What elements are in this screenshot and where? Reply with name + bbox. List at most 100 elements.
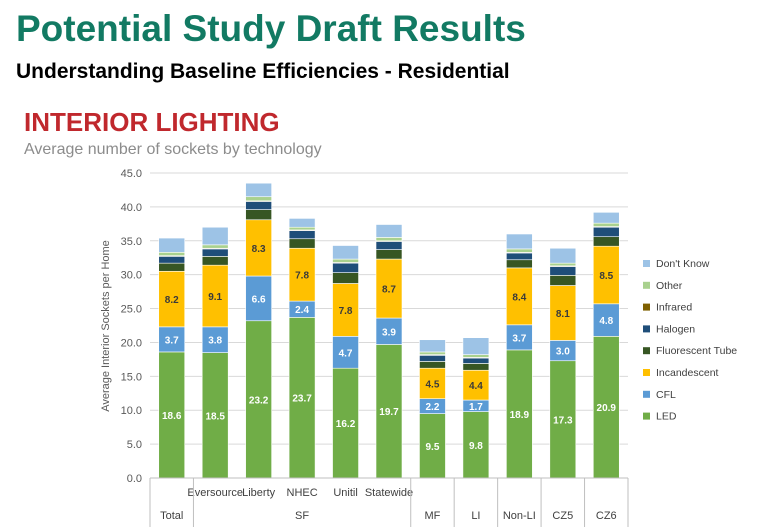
- bar-segment: [375, 249, 403, 260]
- bar-segment: [375, 224, 403, 238]
- y-tick-label: 0.0: [127, 473, 142, 485]
- bar-segment: [288, 317, 316, 479]
- legend-swatch: [643, 347, 650, 355]
- bar-segment: [201, 244, 229, 249]
- bar-segment: [245, 196, 272, 202]
- data-label: 8.1: [556, 309, 570, 320]
- bar-segment: [419, 339, 446, 353]
- bar-segment: [245, 209, 272, 221]
- bar-segment: [375, 237, 403, 242]
- bar-segment: [288, 230, 316, 240]
- bar-segment: [549, 285, 577, 341]
- bar-segment: [288, 226, 316, 231]
- bar-segment: [245, 201, 272, 210]
- legend-label: CFL: [656, 389, 676, 401]
- y-tick-label: 20.0: [121, 337, 142, 349]
- bar-segment: [158, 262, 186, 272]
- data-label: 3.7: [512, 333, 526, 344]
- page-subtitle: Understanding Baseline Efficiencies - Re…: [16, 60, 510, 83]
- legend-label: Other: [656, 280, 683, 292]
- bar-segment: [245, 182, 272, 198]
- legend-swatch: [643, 369, 650, 376]
- bar-segment: [592, 212, 620, 224]
- bar-segment: [158, 252, 186, 256]
- bar-segment: [245, 320, 272, 479]
- x-tick-label: Liberty: [242, 487, 276, 499]
- data-label: 3.7: [165, 335, 179, 346]
- y-tick-label: 10.0: [121, 405, 142, 417]
- data-label: 3.8: [208, 336, 222, 347]
- bar-segment: [245, 219, 272, 277]
- bar-segment: [332, 258, 359, 263]
- bar-segment: [288, 218, 316, 228]
- legend-swatch: [643, 281, 650, 289]
- x-group-label: CZ6: [596, 510, 617, 522]
- x-group-label: SF: [295, 510, 309, 522]
- bar-segment: [506, 248, 533, 253]
- bar-segment: [201, 264, 229, 328]
- y-axis-label: Average Interior Sockets per Home: [100, 240, 112, 412]
- bar-segment: [201, 226, 229, 246]
- bar-segment: [549, 262, 577, 267]
- bar-segment: [462, 337, 490, 355]
- x-tick-label: Statewide: [365, 487, 413, 499]
- legend-swatch: [643, 303, 650, 311]
- bar-segment: [592, 222, 620, 227]
- x-group-label: LI: [471, 510, 480, 522]
- bar-segment: [158, 256, 186, 264]
- bar-segment: [506, 324, 533, 351]
- data-label: 19.7: [379, 407, 399, 418]
- data-label: 8.4: [512, 292, 526, 303]
- bar-segment: [419, 351, 446, 355]
- legend-label: Halogen: [656, 323, 695, 335]
- data-label: 18.6: [162, 411, 182, 422]
- bar-segment: [201, 256, 229, 266]
- bar-segment: [419, 367, 446, 400]
- bar-segment: [592, 245, 620, 305]
- bar-segment: [419, 413, 446, 479]
- bar-segment: [158, 270, 186, 328]
- x-tick-label: NHEC: [287, 487, 318, 499]
- data-label: 7.8: [295, 271, 309, 282]
- data-label: 4.5: [426, 379, 440, 390]
- x-tick-label: Eversource: [187, 487, 243, 499]
- bar-segment: [332, 262, 359, 273]
- x-group-label: CZ5: [552, 510, 573, 522]
- bar-segment: [158, 237, 186, 253]
- bar-segment: [506, 267, 533, 326]
- bar-segment: [332, 283, 359, 337]
- data-label: 3.0: [556, 347, 570, 358]
- data-label: 4.4: [469, 381, 483, 392]
- x-group-label: Non-LI: [503, 510, 536, 522]
- legend-swatch: [643, 325, 650, 333]
- data-label: 4.8: [599, 316, 613, 327]
- legend-swatch: [643, 390, 650, 398]
- bar-segment: [549, 266, 577, 276]
- y-tick-label: 25.0: [121, 304, 142, 316]
- legend-label: LED: [656, 411, 677, 423]
- x-group-label: MF: [425, 510, 441, 522]
- data-label: 7.8: [339, 306, 353, 317]
- data-label: 1.7: [469, 402, 483, 413]
- bar-segment: [462, 369, 490, 401]
- bar-segment: [332, 272, 359, 284]
- data-label: 9.1: [208, 292, 222, 303]
- legend-swatch: [643, 412, 650, 420]
- bar-segment: [549, 360, 577, 479]
- chart-subtitle: Average number of sockets by technology: [24, 141, 322, 158]
- bar-segment: [375, 344, 403, 479]
- bar-segment: [592, 226, 620, 238]
- bar-segment: [462, 357, 490, 364]
- bar-segment: [506, 349, 533, 479]
- x-tick-label: Unitil: [333, 487, 357, 499]
- legend-label: Infrared: [656, 302, 692, 314]
- data-label: 16.2: [336, 419, 356, 430]
- data-label: 8.2: [165, 295, 179, 306]
- bar-segment: [288, 247, 316, 302]
- bar-segment: [201, 248, 229, 257]
- y-tick-label: 15.0: [121, 371, 142, 383]
- legend-label: Incandescent: [656, 367, 719, 379]
- bar-segment: [375, 241, 403, 250]
- chart-title: INTERIOR LIGHTING: [24, 107, 280, 137]
